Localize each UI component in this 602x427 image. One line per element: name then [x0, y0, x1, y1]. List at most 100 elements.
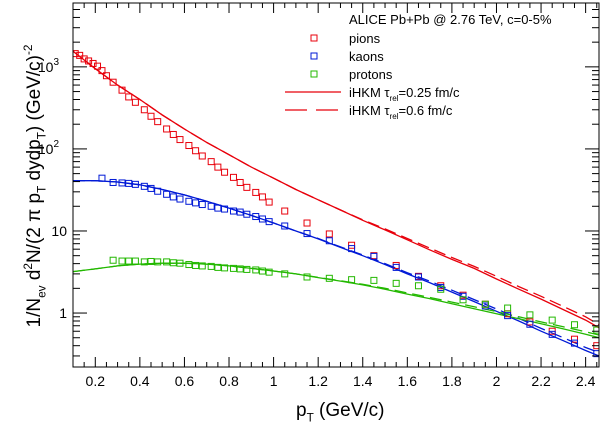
- kaons-marker: [176, 195, 184, 203]
- protons-marker: [437, 285, 445, 293]
- kaons-marker: [207, 202, 215, 210]
- protons-marker: [207, 262, 215, 270]
- protons-marker: [258, 267, 266, 275]
- pions-marker: [118, 86, 126, 94]
- protons-marker: [392, 279, 400, 287]
- pions-marker: [192, 147, 200, 155]
- protons-marker: [325, 274, 333, 282]
- pions-marker: [94, 62, 102, 70]
- kaons-marker: [243, 210, 251, 218]
- protons-marker: [198, 262, 206, 270]
- protons-marker: [593, 326, 599, 334]
- pions-marker: [176, 136, 184, 144]
- protons-marker: [131, 257, 139, 265]
- protons-marker: [125, 257, 133, 265]
- kaons-marker: [185, 197, 193, 205]
- pions-marker: [243, 183, 251, 191]
- pions-marker: [214, 163, 222, 171]
- kaons-marker: [570, 339, 578, 347]
- kaons-marker: [214, 204, 222, 212]
- kaons-marker: [221, 205, 229, 213]
- legend-marker: [310, 70, 318, 78]
- protons-marker: [570, 321, 578, 329]
- legend-marker: [310, 52, 318, 60]
- kaons-marker: [118, 179, 126, 187]
- pions-marker: [207, 158, 215, 166]
- kaons-marker: [281, 222, 289, 230]
- protons-marker: [236, 265, 244, 273]
- x-tick-label: 2.4: [576, 373, 596, 389]
- pions-marker: [98, 67, 106, 75]
- pions-marker: [325, 230, 333, 238]
- chart-title: ALICE Pb+Pb @ 2.76 TeV, c=0-5%: [349, 12, 552, 27]
- legend-label: protons: [349, 67, 393, 82]
- x-axis-label: pT​ (GeV/c): [296, 400, 385, 425]
- x-tick-label: 1.2: [308, 373, 328, 389]
- x-tick-label: 1.8: [442, 373, 462, 389]
- kaons-marker: [163, 190, 171, 198]
- kaons-marker: [154, 187, 162, 195]
- protons-marker: [526, 311, 534, 319]
- protons-marker: [118, 257, 126, 265]
- pions-marker: [109, 78, 117, 86]
- kaons-marker: [414, 273, 422, 281]
- protons-marker: [147, 257, 155, 265]
- x-tick-label: 0.8: [219, 373, 239, 389]
- pions-marker: [229, 173, 237, 181]
- pions-marker: [185, 142, 193, 150]
- protons-marker: [414, 282, 422, 290]
- x-tick-label: 2: [493, 373, 501, 389]
- kaons-marker: [504, 312, 512, 320]
- protons-marker: [176, 259, 184, 267]
- kaons-marker: [131, 180, 139, 188]
- legend-label: iHKM τrel​=0.25 fm/c: [349, 85, 460, 103]
- protons-marker: [281, 270, 289, 278]
- x-tick-label: 1.4: [353, 373, 373, 389]
- kaons-marker: [109, 178, 117, 186]
- x-tick-label: 2.2: [531, 373, 551, 389]
- protons-marker: [140, 258, 148, 266]
- y-tick-label: 10: [51, 223, 67, 239]
- kaons-marker: [303, 230, 311, 238]
- protons-marker: [303, 273, 311, 281]
- curve-protons-0.6: [73, 262, 599, 336]
- y-tick-label: 1: [59, 305, 67, 321]
- protons-marker: [370, 276, 378, 284]
- curve-protons-0.25: [73, 262, 599, 339]
- pions-marker: [236, 178, 244, 186]
- pions-marker: [163, 125, 171, 133]
- kaons-marker: [593, 350, 599, 358]
- protons-marker: [163, 258, 171, 266]
- legend-label: iHKM τrel​=0.6 fm/c: [349, 103, 453, 121]
- kaons-marker: [252, 213, 260, 221]
- protons-marker: [229, 264, 237, 272]
- legend-label: pions: [349, 31, 381, 46]
- pions-marker: [76, 51, 84, 59]
- kaons-marker: [140, 182, 148, 190]
- protons-marker: [265, 268, 273, 276]
- kaons-marker: [98, 174, 106, 182]
- pions-marker: [252, 188, 260, 196]
- kaons-marker: [325, 237, 333, 245]
- protons-marker: [214, 263, 222, 271]
- legend-marker: [310, 34, 318, 42]
- protons-marker: [192, 261, 200, 269]
- x-tick-label: 1.6: [398, 373, 418, 389]
- kaons-marker: [169, 193, 177, 201]
- curve-pions-0.6: [73, 50, 599, 326]
- kaons-marker: [370, 252, 378, 260]
- kaons-marker: [392, 263, 400, 271]
- pions-marker: [80, 55, 88, 63]
- x-tick-label: 1: [270, 373, 278, 389]
- protons-marker: [221, 264, 229, 272]
- protons-marker: [504, 304, 512, 312]
- protons-marker: [154, 258, 162, 266]
- pions-marker: [125, 93, 133, 101]
- pions-marker: [73, 50, 79, 58]
- protons-marker: [459, 296, 467, 304]
- legend-label: kaons: [349, 49, 384, 64]
- pions-marker: [303, 219, 311, 227]
- pions-marker: [570, 335, 578, 343]
- protons-marker: [548, 316, 556, 324]
